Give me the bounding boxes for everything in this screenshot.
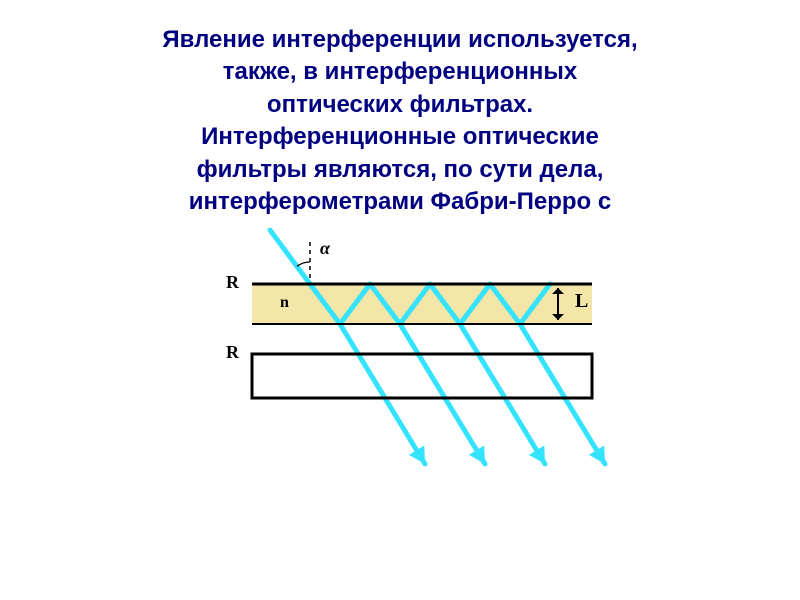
title-line-1: Явление интерференции используется, bbox=[60, 24, 740, 56]
title-line-6: интерферометрами Фабри-Перро с bbox=[60, 186, 740, 218]
label-L: L bbox=[575, 290, 588, 313]
slide: Явление интерференции используется, такж… bbox=[0, 0, 800, 600]
fabry-perot-diagram: R R n α L bbox=[160, 224, 640, 524]
title-block: Явление интерференции используется, такж… bbox=[0, 0, 800, 218]
label-R-bottom: R bbox=[226, 342, 239, 363]
title-line-5: фильтры являются, по сути дела, bbox=[60, 154, 740, 186]
title-line-3: оптических фильтрах. bbox=[60, 89, 740, 121]
diagram-svg bbox=[160, 224, 640, 524]
diagram-wrap: R R n α L bbox=[0, 224, 800, 524]
label-n: n bbox=[280, 294, 289, 312]
label-alpha: α bbox=[320, 238, 330, 259]
title-line-2: также, в интерференционных bbox=[60, 56, 740, 88]
title-line-4: Интерференционные оптические bbox=[60, 121, 740, 153]
label-R-top: R bbox=[226, 272, 239, 293]
